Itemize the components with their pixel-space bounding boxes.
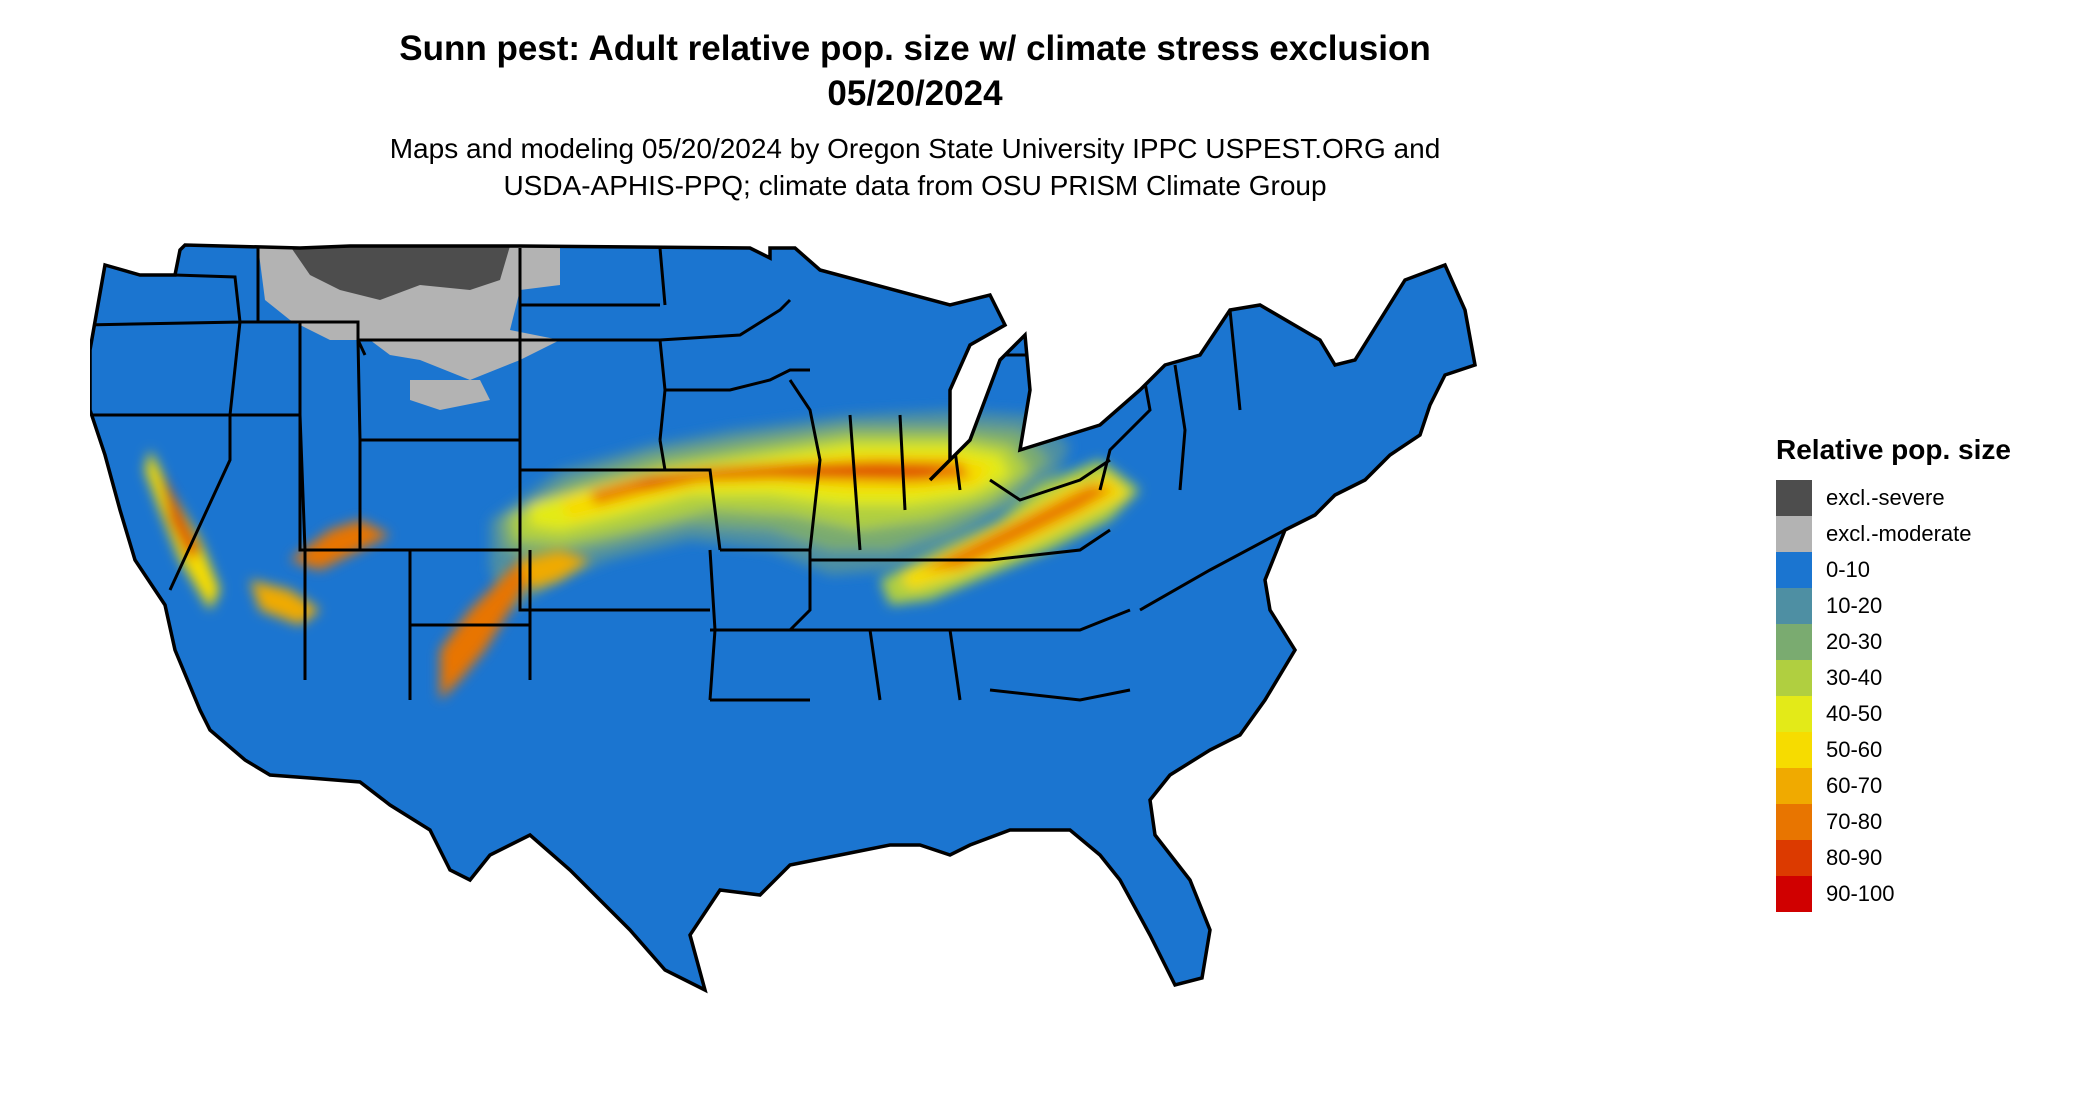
legend-swatch xyxy=(1776,804,1812,840)
legend-label: excl.-severe xyxy=(1826,485,1945,510)
map-subtitle-line1: Maps and modeling 05/20/2024 by Oregon S… xyxy=(389,133,1441,164)
map-title-line2: 05/20/2024 xyxy=(827,74,1003,113)
legend-label: 50-60 xyxy=(1826,737,1883,762)
legend-label: 40-50 xyxy=(1826,701,1883,726)
legend-swatch xyxy=(1776,876,1812,912)
legend: Relative pop. size excl.-severe excl.-mod… xyxy=(1776,434,2011,912)
legend-label: 0-10 xyxy=(1826,557,1871,582)
legend-label: 70-80 xyxy=(1826,809,1883,834)
legend-label: 30-40 xyxy=(1826,665,1883,690)
legend-swatch xyxy=(1776,660,1812,696)
legend-label: 10-20 xyxy=(1826,593,1883,618)
legend-item: excl.-severe xyxy=(1776,480,2011,516)
legend-swatch xyxy=(1776,696,1812,732)
legend-item: 80-90 xyxy=(1776,840,2011,876)
legend-label: excl.-moderate xyxy=(1826,521,1972,546)
legend-swatch xyxy=(1776,768,1812,804)
title-block: Sunn pest: Adult relative pop. size w/ c… xyxy=(0,26,1830,204)
legend-label: 90-100 xyxy=(1826,881,1895,906)
legend-swatch xyxy=(1776,480,1812,516)
legend-swatch xyxy=(1776,588,1812,624)
state-borders xyxy=(90,247,1286,702)
legend-label: 20-30 xyxy=(1826,629,1883,654)
legend-item: 40-50 xyxy=(1776,696,2011,732)
us-map-svg xyxy=(90,243,1477,992)
legend-items: excl.-severe excl.-moderate 0-10 10-20 20-30… xyxy=(1776,480,2011,912)
legend-item: 30-40 xyxy=(1776,660,2011,696)
legend-item: excl.-moderate xyxy=(1776,516,2011,552)
legend-swatch xyxy=(1776,552,1812,588)
legend-label: 80-90 xyxy=(1826,845,1883,870)
legend-swatch xyxy=(1776,732,1812,768)
legend-title: Relative pop. size xyxy=(1776,434,2011,465)
legend-item: 20-30 xyxy=(1776,624,2011,660)
map-title-line1: Sunn pest: Adult relative pop. size w/ c… xyxy=(399,29,1431,68)
legend-item: 70-80 xyxy=(1776,804,2011,840)
map-subtitle-line2: USDA-APHIS-PPQ; climate data from OSU PR… xyxy=(503,170,1327,201)
legend-item: 90-100 xyxy=(1776,876,2011,912)
legend-swatch xyxy=(1776,516,1812,552)
legend-item: 10-20 xyxy=(1776,588,2011,624)
legend-swatch xyxy=(1776,840,1812,876)
legend-item: 60-70 xyxy=(1776,768,2011,804)
legend-item: 50-60 xyxy=(1776,732,2011,768)
legend-swatch xyxy=(1776,624,1812,660)
us-map xyxy=(90,230,1770,1110)
legend-item: 0-10 xyxy=(1776,552,2011,588)
legend-label: 60-70 xyxy=(1826,773,1883,798)
